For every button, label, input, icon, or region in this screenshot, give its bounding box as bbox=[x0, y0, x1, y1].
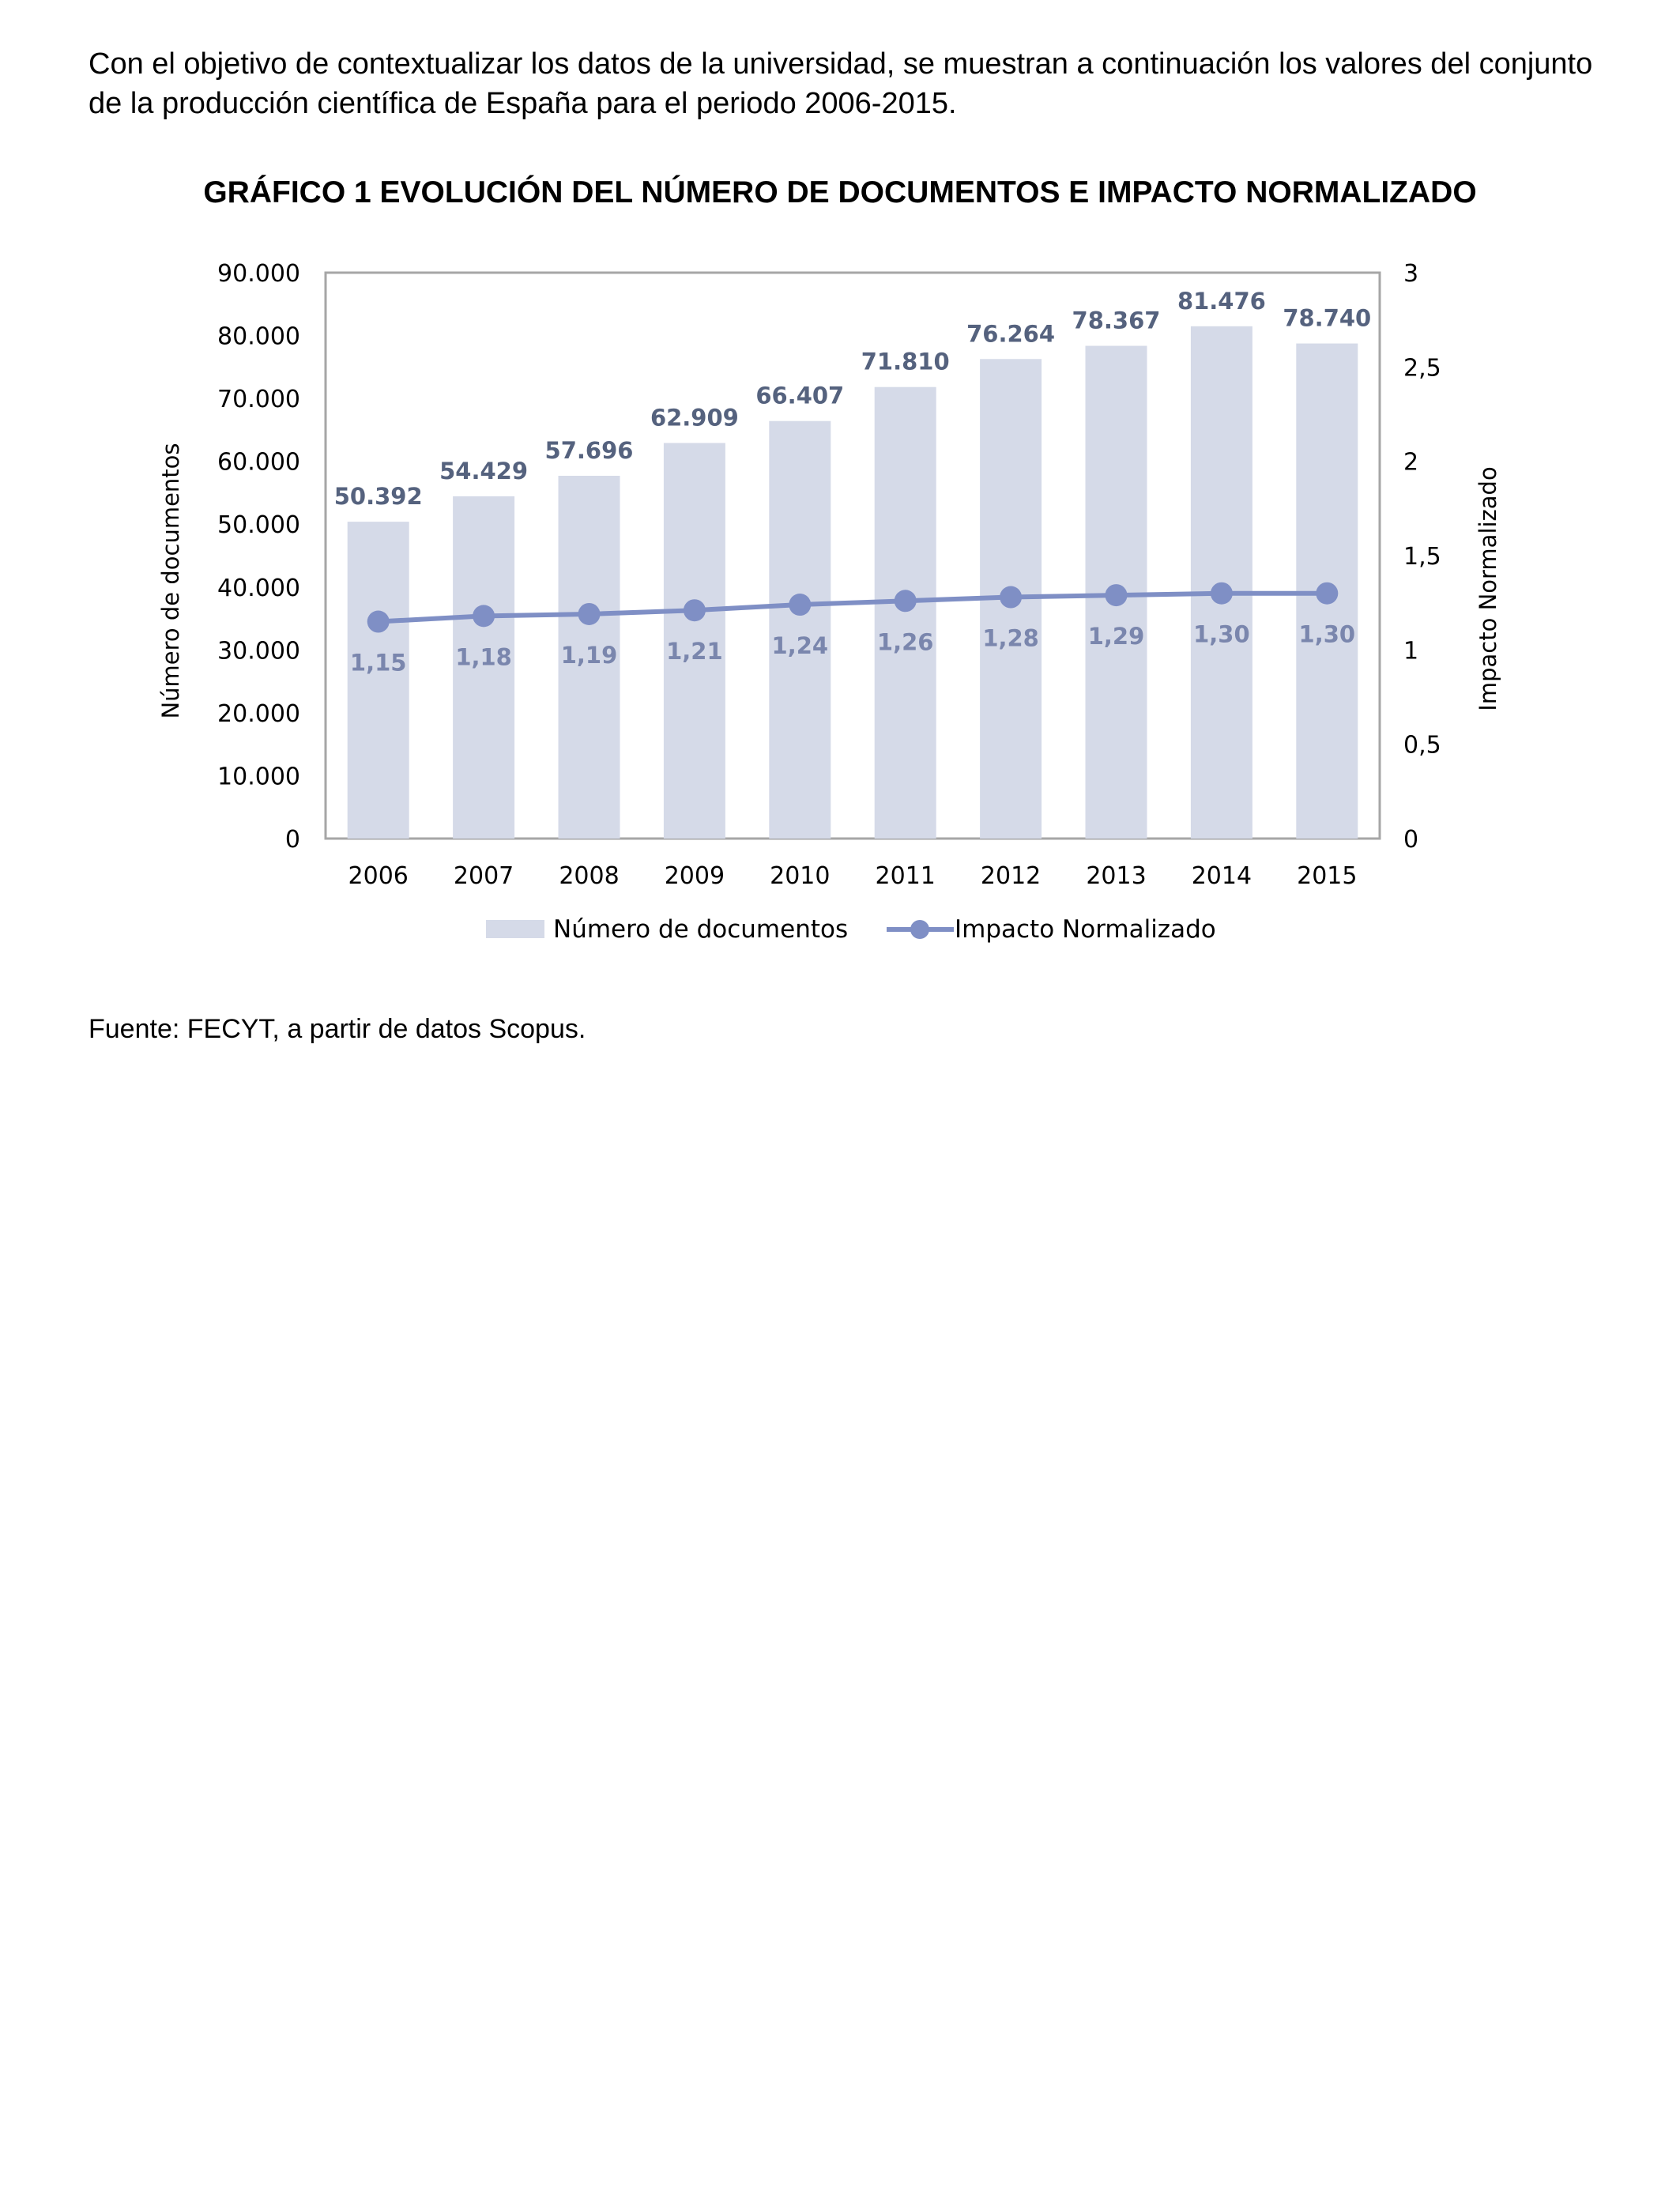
bar-data-label: 78.740 bbox=[1283, 305, 1371, 332]
line-data-label: 1,21 bbox=[666, 638, 723, 665]
bar bbox=[874, 386, 936, 839]
line-point bbox=[1210, 582, 1233, 605]
line-point bbox=[789, 594, 812, 616]
y-tick-label: 70.000 bbox=[217, 386, 300, 413]
line-data-label: 1,19 bbox=[561, 642, 618, 669]
plot-frame bbox=[324, 271, 1381, 840]
line-data-label: 1,26 bbox=[877, 628, 934, 655]
chart-title: GRÁFICO 1 EVOLUCIÓN DEL NÚMERO DE DOCUME… bbox=[203, 175, 1477, 209]
source-note: Fuente: FECYT, a partir de datos Scopus. bbox=[89, 1014, 586, 1044]
x-tick-label: 2015 bbox=[1297, 862, 1357, 890]
line-point bbox=[578, 602, 601, 625]
y-axis-title: Número de documentos bbox=[157, 443, 184, 718]
bar-data-label: 62.909 bbox=[650, 405, 739, 432]
line-point bbox=[367, 610, 390, 633]
intro-paragraph: Con el objetivo de contextualizar los da… bbox=[89, 47, 1593, 120]
y2-axis-title: Impacto Normalizado bbox=[1475, 466, 1501, 711]
y-tick-label: 30.000 bbox=[217, 637, 300, 665]
bar-data-label: 54.429 bbox=[439, 458, 528, 484]
x-tick-label: 2014 bbox=[1192, 862, 1252, 890]
line-data-label: 1,30 bbox=[1193, 621, 1250, 648]
bar bbox=[769, 420, 831, 839]
impact-line bbox=[378, 590, 1328, 624]
y2-tick-label: 1,5 bbox=[1403, 543, 1441, 571]
bar-data-label: 71.810 bbox=[861, 349, 950, 375]
line-point bbox=[1316, 582, 1339, 605]
bar-data-label: 78.367 bbox=[1072, 307, 1161, 334]
y-tick-label: 60.000 bbox=[217, 449, 300, 477]
legend-line-marker bbox=[910, 920, 929, 939]
x-tick-label: 2012 bbox=[981, 862, 1041, 890]
bar bbox=[663, 443, 725, 839]
y-tick-label: 40.000 bbox=[217, 575, 300, 602]
y2-tick-label: 0,5 bbox=[1403, 732, 1441, 760]
y2-tick-label: 1 bbox=[1403, 637, 1418, 665]
bar-data-label: 66.407 bbox=[755, 383, 844, 409]
y2-tick-label: 3 bbox=[1403, 260, 1418, 288]
line-point bbox=[894, 590, 917, 613]
line-data-label: 1,15 bbox=[350, 650, 407, 677]
line-data-label: 1,18 bbox=[455, 643, 512, 670]
bar bbox=[558, 475, 620, 839]
y2-tick-label: 0 bbox=[1403, 826, 1418, 854]
y-tick-label: 0 bbox=[285, 826, 300, 854]
line-point bbox=[683, 599, 706, 622]
chart: 0 10.000 20.000 30.000 40.000 50.000 60.000 70.… bbox=[157, 260, 1501, 944]
line-point bbox=[1000, 586, 1023, 609]
x-tick-label: 2009 bbox=[665, 862, 725, 890]
bar bbox=[453, 496, 515, 839]
y-tick-label: 90.000 bbox=[217, 260, 300, 288]
y-tick-label: 10.000 bbox=[217, 763, 300, 790]
bar-data-label: 50.392 bbox=[334, 483, 423, 510]
line-data-label: 1,29 bbox=[1088, 623, 1145, 650]
legend: Número de documentos Impacto Normalizado bbox=[486, 915, 1216, 944]
x-tick-label: 2006 bbox=[348, 862, 409, 890]
y2-tick-label: 2 bbox=[1403, 449, 1418, 477]
line-data-label: 1,24 bbox=[772, 632, 829, 659]
line-data-label: 1,28 bbox=[982, 625, 1039, 652]
bar-data-label: 57.696 bbox=[545, 437, 634, 464]
x-tick-label: 2011 bbox=[876, 862, 936, 890]
x-tick-label: 2007 bbox=[454, 862, 514, 890]
line-point bbox=[473, 605, 495, 628]
y-tick-label: 20.000 bbox=[217, 700, 300, 728]
bar bbox=[347, 522, 409, 839]
bar-data-label: 81.476 bbox=[1177, 288, 1266, 315]
legend-bar-swatch bbox=[486, 920, 544, 938]
x-tick-label: 2008 bbox=[559, 862, 619, 890]
line-point bbox=[1105, 584, 1128, 607]
y-tick-label: 80.000 bbox=[217, 323, 300, 351]
x-tick-label: 2013 bbox=[1086, 862, 1146, 890]
bar-data-label: 76.264 bbox=[966, 320, 1055, 347]
line-data-label: 1,30 bbox=[1299, 621, 1356, 648]
legend-bar-label: Número de documentos bbox=[553, 915, 848, 944]
legend-line-label: Impacto Normalizado bbox=[955, 915, 1216, 944]
y2-tick-label: 2,5 bbox=[1403, 354, 1441, 382]
y-tick-label: 50.000 bbox=[217, 511, 300, 539]
x-tick-label: 2010 bbox=[770, 862, 830, 890]
